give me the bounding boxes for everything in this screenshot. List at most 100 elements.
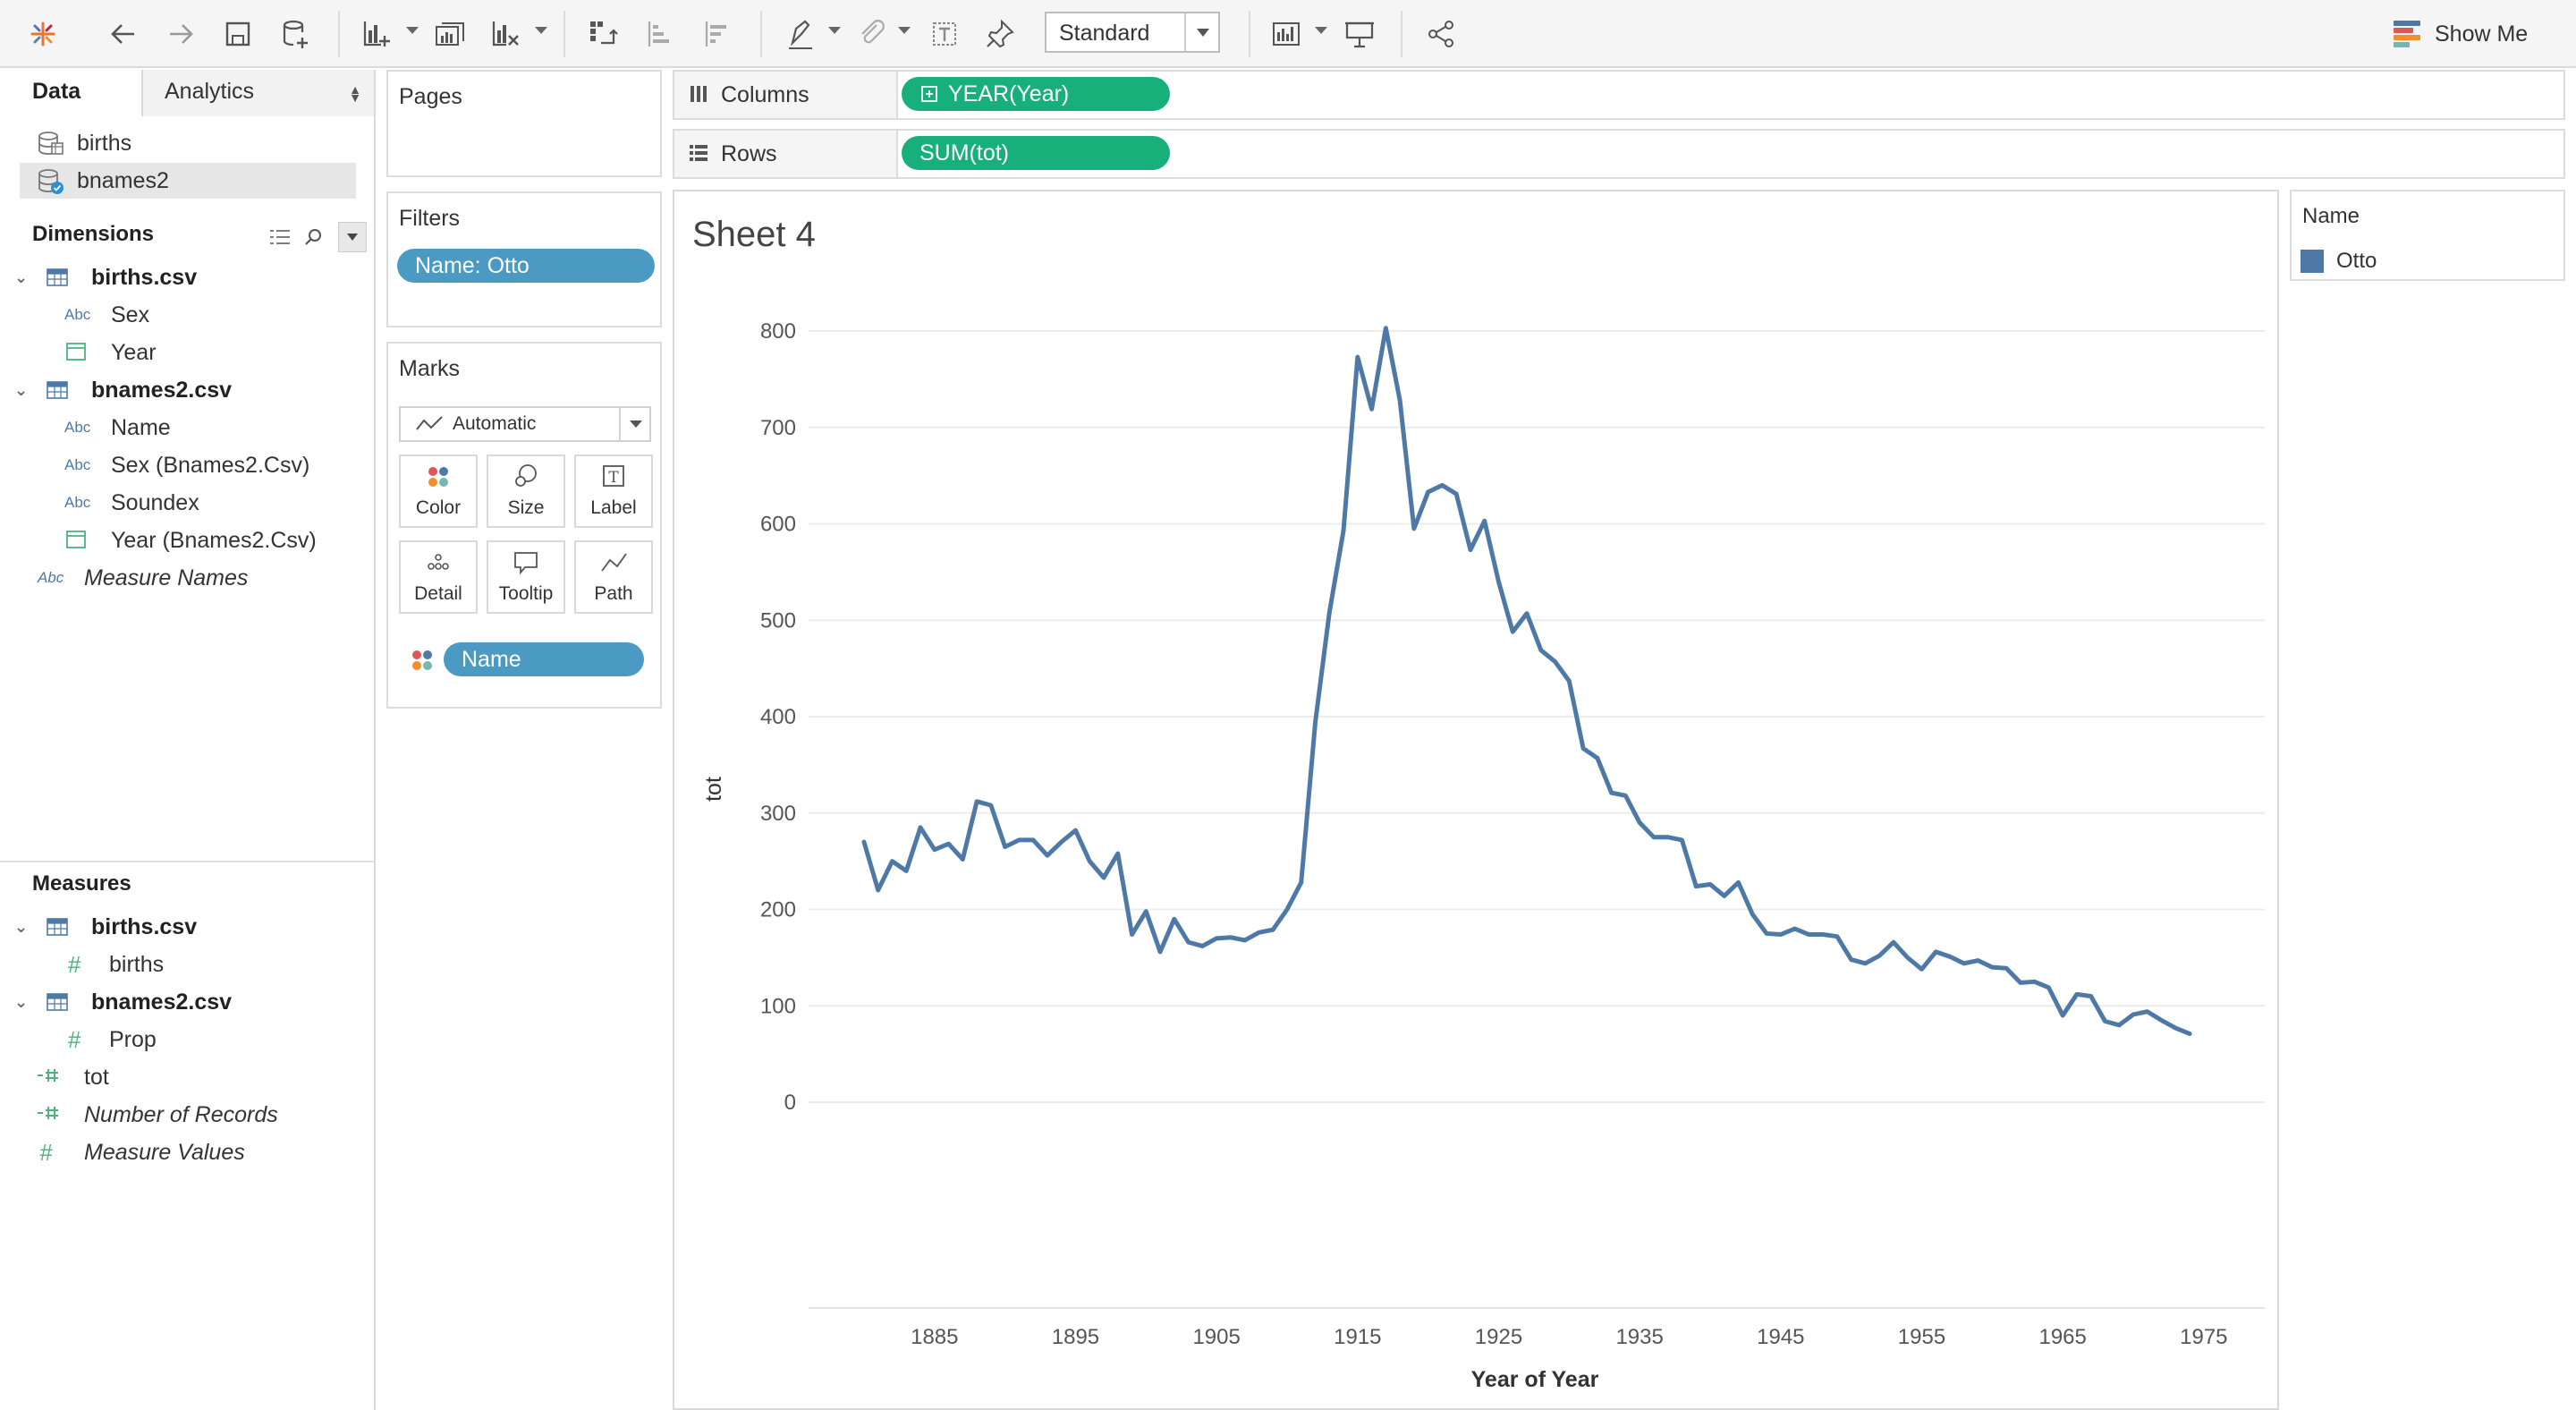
show-cards-icon[interactable] [1265, 13, 1308, 55]
y-tick-label: 500 [760, 608, 796, 633]
color-pill-label: Name [462, 646, 521, 672]
rows-pill-sum-tot[interactable]: SUM(tot) [902, 136, 1170, 170]
columns-shelf[interactable]: Columns YEAR(Year) [673, 70, 2565, 120]
size-icon [515, 464, 537, 487]
marks-tooltip-button[interactable]: Tooltip [487, 540, 565, 614]
group-dropdown[interactable] [898, 27, 911, 34]
clear-dropdown[interactable] [535, 27, 547, 34]
line-chart[interactable]: 0 100 200 300 400 500 600 700 800 1885 1895 1905 191… [673, 190, 2279, 1410]
color-legend[interactable]: Name Otto [2290, 190, 2565, 281]
color-icon [428, 467, 448, 487]
dimensions-menu-button[interactable] [338, 222, 367, 252]
x-tick-label: 1905 [1192, 1325, 1240, 1349]
legend-item-otto[interactable]: Otto [2301, 249, 2377, 274]
new-datasource-icon[interactable] [274, 13, 317, 55]
string-type-icon: Abc [64, 456, 91, 473]
y-tick-label: 0 [784, 1091, 796, 1115]
view-data-icon[interactable] [268, 222, 292, 252]
new-worksheet-dropdown[interactable] [406, 27, 419, 34]
field-label: tot [84, 1064, 109, 1090]
y-tick-label: 100 [760, 994, 796, 1018]
x-tick-label: 1955 [1898, 1325, 1945, 1349]
number-type-icon: # [39, 1138, 53, 1166]
up-down-arrows-icon: ▲ ▼ [349, 82, 361, 105]
dimension-field[interactable]: Abc Soundex [64, 485, 199, 521]
marks-card: Marks Automatic Color Size T Label Detai… [386, 342, 662, 709]
marks-label-button[interactable]: T Label [574, 454, 653, 528]
rows-label: Rows [721, 140, 777, 166]
sort-descending-icon[interactable] [696, 13, 739, 55]
highlight-dropdown[interactable] [828, 27, 841, 34]
dimension-field[interactable]: Abc Sex (Bnames2.Csv) [64, 447, 309, 483]
swap-icon[interactable] [581, 13, 624, 55]
field-label: Name [111, 414, 171, 440]
filters-card[interactable]: Filters Name: Otto [386, 191, 662, 327]
search-icon[interactable] [304, 222, 324, 252]
presentation-icon[interactable] [1338, 13, 1381, 55]
measure-field-calculated[interactable]: tot [36, 1059, 109, 1095]
marks-path-button[interactable]: Path [574, 540, 653, 614]
new-worksheet-icon[interactable] [354, 13, 397, 55]
y-tick-label: 700 [760, 416, 796, 440]
measure-field-number-of-records[interactable]: Number of Records [36, 1097, 278, 1133]
color-encoding-icon [410, 648, 435, 673]
table-icon [47, 268, 68, 286]
datasource-births[interactable]: births [20, 125, 356, 161]
dimension-table-births[interactable]: ⌄ births.csv [14, 259, 197, 295]
undo-icon[interactable] [102, 13, 145, 55]
toolbar: Standard Show Me [0, 0, 2576, 68]
dimension-field[interactable]: Abc Name [64, 410, 171, 446]
highlight-icon[interactable] [778, 13, 821, 55]
datasource-bnames2[interactable]: bnames2 [20, 163, 356, 199]
clear-icon[interactable] [483, 13, 526, 55]
measure-table-bnames2[interactable]: ⌄ bnames2.csv [14, 984, 232, 1020]
marks-button-label: Label [590, 497, 637, 518]
filter-pill-name[interactable]: Name: Otto [397, 249, 655, 283]
share-icon[interactable] [1420, 13, 1463, 55]
chevron-down-icon: ⌄ [14, 992, 29, 1011]
table-name: bnames2.csv [91, 377, 233, 403]
tab-data[interactable]: Data [0, 70, 141, 116]
marks-color-button[interactable]: Color [399, 454, 478, 528]
marks-detail-button[interactable]: Detail [399, 540, 478, 614]
marks-size-button[interactable]: Size [487, 454, 565, 528]
marks-button-label: Tooltip [498, 583, 554, 604]
show-cards-dropdown[interactable] [1315, 27, 1327, 34]
sort-ascending-icon[interactable] [639, 13, 682, 55]
worksheet-view[interactable] [673, 190, 2279, 1410]
calendar-icon [64, 339, 111, 367]
group-icon[interactable] [850, 13, 893, 55]
pin-icon[interactable] [979, 13, 1021, 55]
measure-field[interactable]: # Prop [68, 1022, 157, 1058]
measure-table-births[interactable]: ⌄ births.csv [14, 909, 197, 945]
redo-icon[interactable] [159, 13, 202, 55]
x-tick-label: 1885 [911, 1325, 958, 1349]
mark-type-value: Automatic [453, 413, 537, 434]
save-icon[interactable] [216, 13, 259, 55]
color-pill-name[interactable]: Name [444, 642, 644, 676]
rows-shelf[interactable]: Rows SUM(tot) [673, 129, 2565, 179]
tab-analytics[interactable]: Analytics ▲ ▼ [141, 70, 374, 116]
label-icon[interactable] [923, 13, 966, 55]
x-axis-label: Year of Year [1471, 1367, 1599, 1392]
pane-divider[interactable] [0, 861, 374, 862]
columns-pill-year[interactable]: YEAR(Year) [902, 77, 1170, 111]
dimension-field[interactable]: Abc Sex [64, 297, 149, 333]
dimension-field[interactable]: Year [64, 335, 157, 370]
tableau-logo-icon[interactable] [21, 13, 64, 55]
pages-title: Pages [399, 84, 462, 109]
y-tick-label: 200 [760, 898, 796, 922]
fit-select[interactable]: Standard [1045, 12, 1220, 53]
dimension-field-measure-names[interactable]: Abc Measure Names [38, 560, 248, 596]
table-name: births.csv [91, 264, 198, 290]
measure-field-measure-values[interactable]: # Measure Values [39, 1134, 245, 1170]
show-me-button[interactable]: Show Me [2394, 16, 2528, 52]
detail-icon [428, 554, 449, 570]
duplicate-icon[interactable] [428, 13, 470, 55]
measure-field[interactable]: # births [68, 947, 164, 982]
mark-type-select[interactable]: Automatic [399, 406, 651, 442]
chevron-down-icon: ⌄ [14, 268, 29, 286]
pages-card[interactable]: Pages [386, 70, 662, 177]
dimension-table-bnames2[interactable]: ⌄ bnames2.csv [14, 372, 232, 408]
dimension-field[interactable]: Year (Bnames2.Csv) [64, 522, 317, 558]
